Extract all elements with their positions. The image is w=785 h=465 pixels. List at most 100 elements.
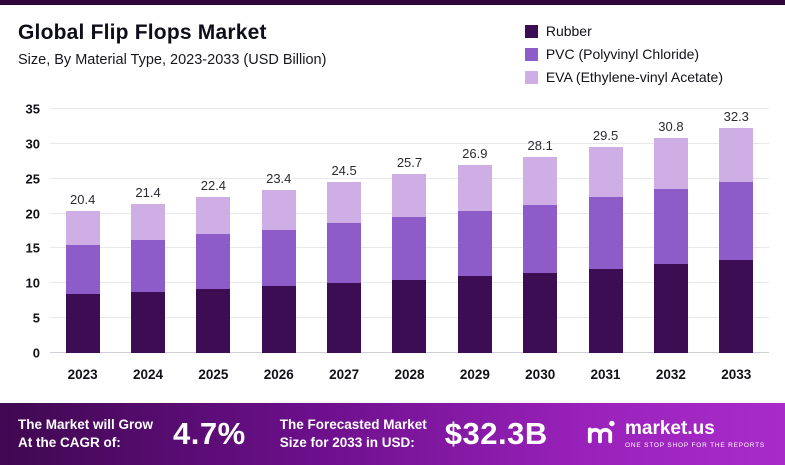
brand-name: market.us xyxy=(625,417,715,439)
y-tick-label: 35 xyxy=(25,101,40,117)
forecast-label-line1: The Forecasted Market xyxy=(279,416,427,432)
x-tick-label: 2029 xyxy=(459,367,490,382)
brand-tagline: ONE STOP SHOP FOR THE REPORTS xyxy=(625,441,765,449)
bar-segment-pvc xyxy=(131,240,166,292)
y-tick-label: 0 xyxy=(32,345,40,361)
bar-segment-pvc xyxy=(719,181,754,261)
x-tick-label: 2028 xyxy=(394,367,425,382)
bar-stack xyxy=(653,138,688,353)
bar-total-label: 24.5 xyxy=(331,163,357,179)
bar-stack xyxy=(65,210,100,353)
brand-logo: market.us ONE STOP SHOP FOR THE REPORTS xyxy=(583,415,765,454)
chart-zone: 0 5 10 15 20 25 30 35 20.4 21.4 22.4 23.4 24.5 25.7 2… xyxy=(14,102,769,403)
x-tick-label: 2033 xyxy=(721,367,752,382)
bar-stack xyxy=(588,147,623,353)
bar-segment-eva xyxy=(65,210,100,245)
y-tick-label: 15 xyxy=(25,240,40,256)
bar-group-2033: 32.3 xyxy=(704,109,769,353)
legend-item: EVA (Ethylene-vinyl Acetate) xyxy=(524,69,723,85)
bar-total-label: 30.8 xyxy=(658,119,684,135)
chart-card: Global Flip Flops Market Size, By Materi… xyxy=(0,5,785,403)
bar-segment-pvc xyxy=(653,189,688,264)
bar-segment-rubber xyxy=(65,293,100,353)
bar-group-2025: 22.4 xyxy=(181,109,246,353)
bar-segment-rubber xyxy=(653,263,688,353)
bar-segment-eva xyxy=(327,182,362,224)
y-tick-label: 5 xyxy=(32,310,40,326)
bar-segment-rubber xyxy=(457,276,492,353)
chart-subtitle: Size, By Material Type, 2023-2033 (USD B… xyxy=(18,52,327,68)
chart-title: Global Flip Flops Market xyxy=(18,21,267,44)
cagr-label: The Market will Grow At the CAGR of: xyxy=(18,416,153,452)
forecast-value: $32.3B xyxy=(444,416,548,451)
forecast-label-line2: Size for 2033 in USD: xyxy=(279,435,415,450)
chart-titles: Global Flip Flops Market Size, By Materi… xyxy=(14,21,326,68)
bar-segment-pvc xyxy=(65,244,100,294)
x-tick-label: 2027 xyxy=(329,367,360,382)
bar-segment-rubber xyxy=(392,279,427,353)
bar-group-2023: 20.4 xyxy=(50,109,115,353)
bar-total-label: 23.4 xyxy=(266,170,292,186)
bar-total-label: 25.7 xyxy=(396,154,423,170)
bar-segment-rubber xyxy=(523,272,558,353)
bar-group-2031: 29.5 xyxy=(573,109,638,353)
legend-label: Rubber xyxy=(545,23,592,39)
x-tick-label: 2023 xyxy=(67,367,98,382)
legend-swatch xyxy=(524,70,538,84)
x-tick-label: 2030 xyxy=(525,367,556,382)
x-tick-label: 2026 xyxy=(263,367,294,382)
legend-item: PVC (Polyvinyl Chloride) xyxy=(524,46,723,62)
bar-segment-eva xyxy=(523,157,558,205)
y-tick-label: 10 xyxy=(25,275,40,291)
y-tick-label: 30 xyxy=(25,136,40,152)
bar-group-2027: 24.5 xyxy=(311,109,376,353)
bar-segment-eva xyxy=(653,138,688,190)
bar-group-2029: 26.9 xyxy=(442,109,507,353)
gridline xyxy=(50,108,769,109)
bar-group-2028: 25.7 xyxy=(377,109,442,353)
bar-segment-pvc xyxy=(523,204,558,273)
bar-total-label: 28.1 xyxy=(527,138,553,154)
bar-segment-rubber xyxy=(196,288,231,353)
bar-stack xyxy=(261,189,296,353)
bar-total-label: 21.4 xyxy=(135,184,161,200)
chart-header: Global Flip Flops Market Size, By Materi… xyxy=(14,21,769,85)
chart-legend: Rubber PVC (Polyvinyl Chloride) EVA (Ethyl… xyxy=(524,23,723,85)
bar-group-2026: 23.4 xyxy=(246,109,311,353)
bar-total-label: 32.3 xyxy=(723,109,749,124)
bar-group-2030: 28.1 xyxy=(508,109,573,353)
bar-segment-eva xyxy=(196,196,231,235)
y-tick-label: 20 xyxy=(25,206,40,222)
x-tick-label: 2024 xyxy=(133,367,164,382)
bar-segment-rubber xyxy=(327,283,362,353)
bar-segment-eva xyxy=(392,173,427,218)
bar-stack xyxy=(392,173,427,353)
bars-row: 20.4 21.4 22.4 23.4 24.5 25.7 26.9 28.1 29.5 30.8… xyxy=(50,109,769,353)
cagr-value: 4.7% xyxy=(173,416,246,451)
forecast-label: The Forecasted Market Size for 2033 in U… xyxy=(280,416,427,452)
bar-segment-pvc xyxy=(457,210,492,277)
x-tick-label: 2031 xyxy=(590,367,621,382)
y-axis: 0 5 10 15 20 25 30 35 xyxy=(14,102,50,361)
cagr-label-line2: At the CAGR of: xyxy=(18,435,121,450)
y-tick-label: 25 xyxy=(25,171,40,187)
bar-segment-pvc xyxy=(327,223,362,284)
bar-stack xyxy=(523,157,558,353)
legend-swatch xyxy=(524,47,538,61)
bar-segment-eva xyxy=(131,203,166,241)
bar-stack xyxy=(131,203,166,353)
x-tick-label: 2032 xyxy=(655,367,686,382)
bar-segment-pvc xyxy=(392,217,427,280)
bar-segment-eva xyxy=(719,128,754,182)
bar-segment-eva xyxy=(457,165,492,211)
bar-segment-rubber xyxy=(719,260,754,353)
plot-outer: 20.4 21.4 22.4 23.4 24.5 25.7 26.9 28.1 29.5 30.8… xyxy=(50,108,769,403)
bar-segment-rubber xyxy=(588,269,623,353)
bar-segment-pvc xyxy=(588,196,623,270)
legend-label: EVA (Ethylene-vinyl Acetate) xyxy=(545,69,723,85)
bar-stack xyxy=(327,182,362,353)
bar-segment-pvc xyxy=(196,234,231,289)
bar-stack xyxy=(457,165,492,353)
brand-text: market.us ONE STOP SHOP FOR THE REPORTS xyxy=(625,417,765,449)
